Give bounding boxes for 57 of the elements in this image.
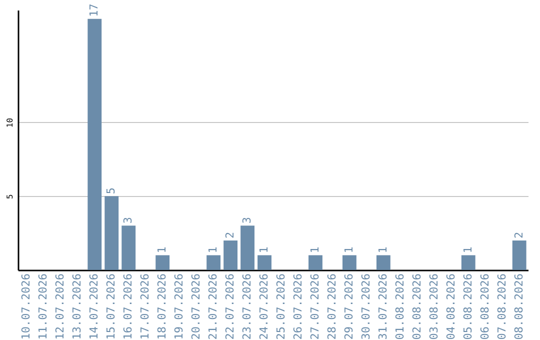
bar [224, 240, 238, 270]
x-tick-label: 02.08.2026 [410, 274, 424, 340]
data-label: 1 [258, 246, 271, 254]
y-tick-label: 10 [6, 118, 14, 128]
x-tick-label: 11.07.2026 [36, 274, 50, 340]
x-tick-label: 04.08.2026 [444, 274, 458, 340]
data-label: 1 [206, 246, 220, 254]
x-tick-label: 08.08.2026 [512, 274, 526, 340]
data-label: 3 [122, 217, 135, 224]
bar [156, 255, 170, 270]
data-label: 1 [376, 246, 390, 254]
bar [461, 255, 476, 270]
data-label: 1 [308, 246, 322, 254]
data-label: 1 [461, 246, 474, 254]
x-tick-label: 01.08.2026 [393, 274, 406, 340]
bar [376, 255, 390, 270]
data-label: 5 [104, 188, 118, 194]
x-tick-label: 13.07.2026 [70, 274, 84, 340]
x-tick-label: 25.07.2026 [274, 274, 288, 340]
x-tick-label: 30.07.2026 [359, 274, 372, 340]
x-tick-label: 24.07.2026 [258, 274, 271, 340]
bar [308, 255, 322, 270]
bar [206, 255, 221, 270]
x-tick-label: 21.07.2026 [206, 274, 220, 340]
data-label: 17 [88, 4, 101, 17]
bar [122, 226, 136, 270]
bar [240, 226, 254, 270]
bar [104, 196, 119, 270]
x-tick-label: 03.08.2026 [427, 274, 440, 340]
bar [88, 18, 102, 270]
x-tick-label: 22.07.2026 [224, 274, 237, 340]
bar [512, 240, 526, 270]
data-label: 3 [240, 217, 254, 224]
bar [258, 255, 272, 270]
x-tick-label: 05.08.2026 [461, 274, 474, 340]
data-label: 2 [224, 232, 237, 238]
x-tick-label: 26.07.2026 [291, 274, 304, 340]
x-tick-label: 31.07.2026 [376, 274, 390, 340]
x-tick-label: 29.07.2026 [342, 274, 356, 340]
x-tick-label: 28.07.2026 [325, 274, 338, 340]
bar [342, 255, 356, 270]
x-tick-label: 17.07.2026 [138, 274, 152, 340]
x-tick-label: 23.07.2026 [240, 274, 254, 340]
x-tick-label: 27.07.2026 [308, 274, 322, 340]
x-tick-label: 19.07.2026 [172, 274, 186, 340]
x-tick-label: 15.07.2026 [104, 274, 118, 340]
x-tick-label: 10.07.2026 [20, 274, 33, 340]
x-tick-label: 06.08.2026 [478, 274, 492, 340]
x-tick-label: 16.07.2026 [122, 274, 135, 340]
x-tick-label: 07.08.2026 [495, 274, 508, 340]
x-tick-label: 12.07.2026 [54, 274, 67, 340]
x-tick-label: 20.07.2026 [190, 274, 203, 340]
data-label: 2 [512, 232, 526, 238]
x-tick-label: 14.07.2026 [88, 274, 101, 340]
data-label: 1 [342, 246, 356, 254]
data-label: 1 [156, 246, 169, 254]
x-tick-label: 18.07.2026 [156, 274, 169, 340]
